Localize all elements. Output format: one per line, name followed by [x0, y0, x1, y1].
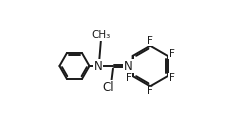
Text: F: F	[169, 73, 175, 83]
Text: F: F	[147, 36, 153, 46]
Text: F: F	[147, 86, 153, 96]
Text: F: F	[169, 49, 175, 59]
Text: N: N	[94, 60, 102, 72]
Text: F: F	[126, 73, 132, 83]
Text: Cl: Cl	[103, 81, 114, 94]
Text: CH₃: CH₃	[92, 30, 111, 40]
Text: N: N	[124, 60, 133, 72]
